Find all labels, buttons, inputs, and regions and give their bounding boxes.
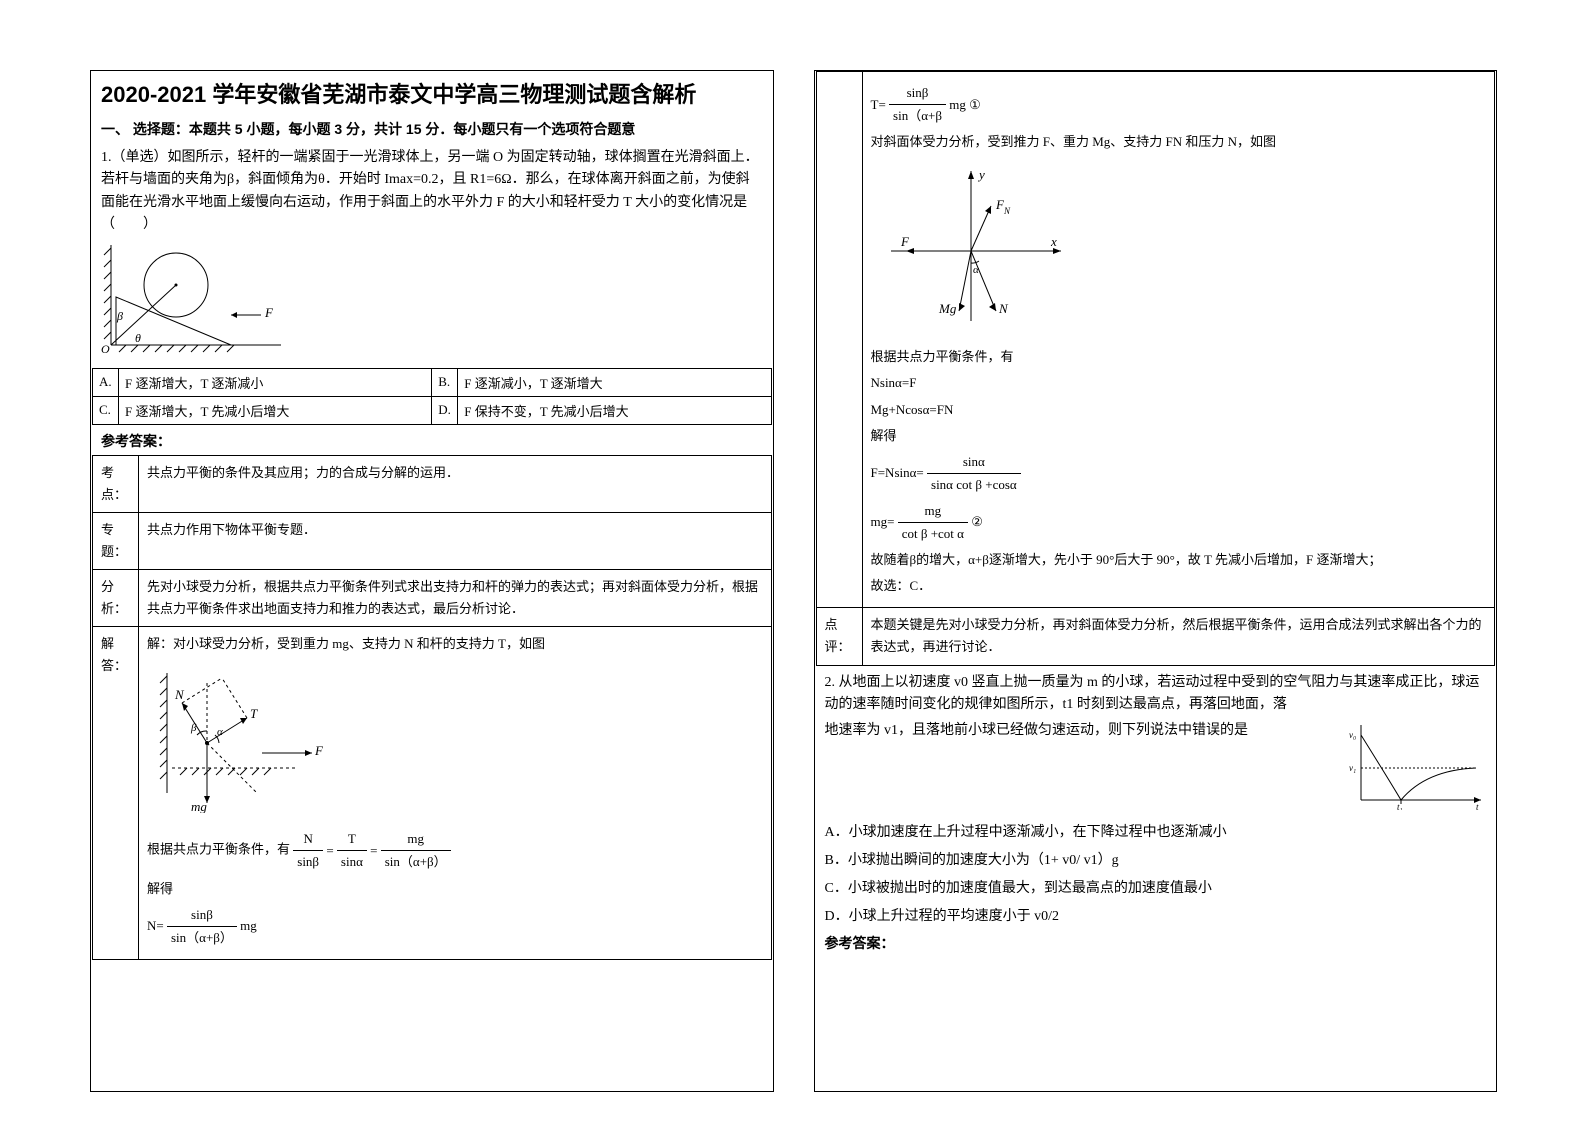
dianping-text: 本题关键是先对小球受力分析，再对斜面体受力分析，然后根据平衡条件，运用合成法列式… <box>862 608 1495 665</box>
svg-text:N: N <box>174 687 185 702</box>
q2-stem-a: 2. 从地面上以初速度 v0 竖直上抛一质量为 m 的小球，若运动过程中受到的空… <box>825 672 1487 717</box>
label-O: O <box>101 342 110 355</box>
force-diagram-ball: N T F mg <box>147 663 763 820</box>
opt-A-text: F 逐渐增大，T 逐渐减小 <box>119 368 432 396</box>
q2-opt-D: D．小球上升过程的平均速度小于 v0/2 <box>825 905 1487 925</box>
fenxi-text: 先对小球受力分析，根据共点力平衡条件列式求出支持力和杆的弹力的表达式；再对斜面体… <box>139 569 772 626</box>
line-nsina: Nsinα=F <box>871 372 1487 394</box>
frac-T-result: sinβ sin（α+β <box>889 82 946 127</box>
line-conclusion: 故随着β的增大，α+β逐渐增大，先小于 90°后大于 90°，故 T 先减小后增… <box>871 549 1487 571</box>
svg-text:t₁: t₁ <box>1397 802 1403 810</box>
eq-N: N= sinβ sin（α+β） mg <box>147 904 763 949</box>
svg-text:x: x <box>1050 234 1057 249</box>
line-balance: 根据共点力平衡条件，有 <box>871 346 1487 368</box>
analysis-table: 考点： 共点力平衡的条件及其应用；力的合成与分解的运用． 专题： 共点力作用下物… <box>92 455 772 960</box>
frac-N-result: sinβ sin（α+β） <box>167 904 237 949</box>
label-theta: θ <box>135 331 141 345</box>
q2-answers-heading: 参考答案： <box>825 933 1487 953</box>
frac-T: T sinα <box>337 828 367 873</box>
frac-F-result: sinα sinα cot β +cosα <box>927 451 1021 496</box>
svg-text:T: T <box>250 706 258 721</box>
jieda-cell-cont: T= sinβ sin（α+β mg ① 对斜面体受力分析，受到推力 F、重力 … <box>862 72 1495 608</box>
kaodian-text: 共点力平衡的条件及其应用；力的合成与分解的运用． <box>139 455 772 512</box>
opt-B-label: B. <box>432 368 458 396</box>
page-title: 2020-2021 学年安徽省芜湖市泰文中学高三物理测试题含解析 <box>101 77 763 109</box>
opt-C-text: F 逐渐增大，T 先减小后增大 <box>119 396 432 424</box>
jieda-cell: 解：对小球受力分析，受到重力 mg、支持力 N 和杆的支持力 T，如图 <box>139 627 772 960</box>
svg-text:v₁: v₁ <box>1349 763 1356 773</box>
table-row: 考点： 共点力平衡的条件及其应用；力的合成与分解的运用． <box>93 455 772 512</box>
svg-text:F: F <box>314 743 324 758</box>
eq-F: F=Nsinα= sinα sinα cot β +cosα <box>871 451 1487 496</box>
opt-B-text: F 逐渐减小，T 逐渐增大 <box>458 368 771 396</box>
equals-1: = <box>326 840 333 862</box>
jieda-intro: 解：对小球受力分析，受到重力 mg、支持力 N 和杆的支持力 T，如图 <box>147 636 545 651</box>
left-inner: 2020-2021 学年安徽省芜湖市泰文中学高三物理测试题含解析 一、 选择题：… <box>91 77 773 960</box>
svg-text:N: N <box>1003 206 1011 216</box>
eq-prefix: 根据共点力平衡条件，有 <box>147 842 290 857</box>
svg-text:v₀: v₀ <box>1349 730 1356 740</box>
q2-opt-B: B．小球抛出瞬间的加速度大小为（1+ v0/ v1）g <box>825 849 1487 869</box>
incline-body-text: 对斜面体受力分析，受到推力 F、重力 Mg、支持力 FN 和压力 N，如图 <box>871 131 1487 153</box>
opt-C-label: C. <box>93 396 119 424</box>
force-diagram-incline: y x F N F <box>871 161 1487 338</box>
jieda-label: 解答： <box>93 627 139 960</box>
opt-A-label: A. <box>93 368 119 396</box>
table-row: 分析： 先对小球受力分析，根据共点力平衡条件列式求出支持力和杆的弹力的表达式；再… <box>93 569 772 626</box>
frac-mg: mg sin（α+β） <box>381 828 451 873</box>
eq-triple-fraction: 根据共点力平衡条件，有 N sinβ = T sinα = mg <box>147 828 763 873</box>
label-beta: β <box>116 309 123 323</box>
fenxi-label: 分析： <box>93 569 139 626</box>
answers-heading: 参考答案： <box>101 431 763 451</box>
svg-text:α: α <box>973 264 979 276</box>
frac-N: N sinβ <box>293 828 323 873</box>
analysis-table-continued: T= sinβ sin（α+β mg ① 对斜面体受力分析，受到推力 F、重力 … <box>816 71 1496 666</box>
table-row: 点评： 本题关键是先对小球受力分析，再对斜面体受力分析，然后根据平衡条件，运用合… <box>816 608 1495 665</box>
q2-opt-A: A．小球加速度在上升过程中逐渐减小，在下降过程中也逐渐减小 <box>825 821 1487 841</box>
table-row: C. F 逐渐增大，T 先减小后增大 D. F 保持不变，T 先减小后增大 <box>93 396 772 424</box>
right-inner: T= sinβ sin（α+β mg ① 对斜面体受力分析，受到推力 F、重力 … <box>815 71 1497 953</box>
kaodian-label: 考点： <box>93 455 139 512</box>
dianping-label: 点评： <box>816 608 862 665</box>
jieda-label-cont <box>816 72 862 608</box>
q1-stem: 1.（单选）如图所示，轻杆的一端紧固于一光滑球体上，另一端 O 为固定转动轴，球… <box>101 147 763 237</box>
q2-choices: A．小球加速度在上升过程中逐渐减小，在下降过程中也逐渐减小 B．小球抛出瞬间的加… <box>815 821 1497 925</box>
q1-diagram: O β θ F <box>101 245 763 360</box>
svg-text:t: t <box>1476 802 1479 810</box>
svg-text:mg: mg <box>191 799 207 813</box>
q1-options-table: A. F 逐渐增大，T 逐渐减小 B. F 逐渐减小，T 逐渐增大 C. F 逐… <box>92 368 772 425</box>
zhuanti-label: 专题： <box>93 512 139 569</box>
q2-graph: v₀ v₁ t₁ t <box>1346 720 1486 815</box>
table-row: 解答： 解：对小球受力分析，受到重力 mg、支持力 N 和杆的支持力 T，如图 <box>93 627 772 960</box>
svg-text:β: β <box>190 722 197 734</box>
svg-text:Mg: Mg <box>938 301 957 316</box>
line-mgncos: Mg+Ncosα=FN <box>871 399 1487 421</box>
svg-text:y: y <box>977 167 985 182</box>
eq-T: T= sinβ sin（α+β mg ① <box>871 82 1487 127</box>
line-answer: 故选：C． <box>871 575 1487 597</box>
eq-mg: mg= mg cot β +cot α ② <box>871 500 1487 545</box>
svg-text:α: α <box>217 726 223 738</box>
opt-D-label: D. <box>432 396 458 424</box>
label-F: F <box>264 305 274 320</box>
line-solve: 解得 <box>871 425 1487 447</box>
opt-D-text: F 保持不变，T 先减小后增大 <box>458 396 771 424</box>
left-column: 2020-2021 学年安徽省芜湖市泰文中学高三物理测试题含解析 一、 选择题：… <box>90 70 774 1092</box>
zhuanti-text: 共点力作用下物体平衡专题． <box>139 512 772 569</box>
q2-opt-C: C．小球被抛出时的加速度值最大，到达最高点的加速度值最小 <box>825 877 1487 897</box>
right-column: T= sinβ sin（α+β mg ① 对斜面体受力分析，受到推力 F、重力 … <box>814 70 1498 1092</box>
table-row: A. F 逐渐增大，T 逐渐减小 B. F 逐渐减小，T 逐渐增大 <box>93 368 772 396</box>
frac-mg-result: mg cot β +cot α <box>898 500 968 545</box>
svg-text:N: N <box>998 301 1009 316</box>
solve-label: 解得 <box>147 878 763 900</box>
table-row: 专题： 共点力作用下物体平衡专题． <box>93 512 772 569</box>
svg-text:F: F <box>900 234 910 249</box>
section-1-head: 一、 选择题：本题共 5 小题，每小题 3 分，共计 15 分．每小题只有一个选… <box>101 119 763 139</box>
equals-2: = <box>370 840 377 862</box>
table-row: T= sinβ sin（α+β mg ① 对斜面体受力分析，受到推力 F、重力 … <box>816 72 1495 608</box>
